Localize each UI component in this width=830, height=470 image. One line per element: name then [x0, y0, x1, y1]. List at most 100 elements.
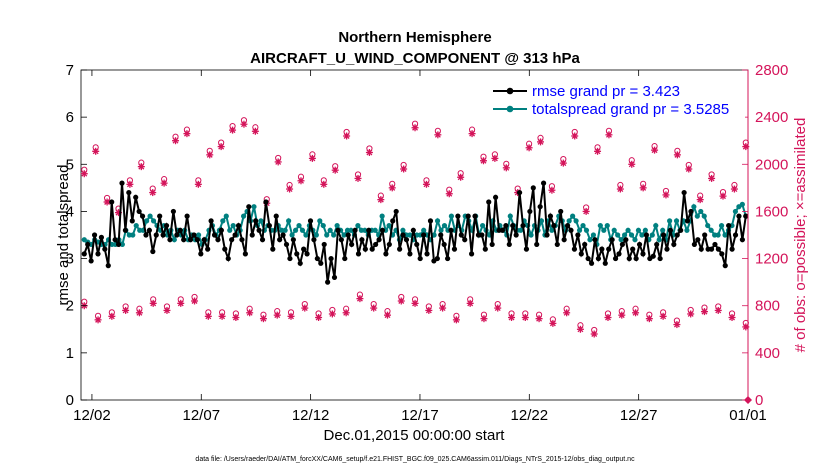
rmse-point — [301, 246, 307, 252]
rmse-point — [599, 246, 605, 252]
rmse-point — [259, 237, 266, 243]
rmse-point — [163, 222, 170, 229]
totalspread-point — [649, 232, 655, 238]
obs-low-assimilated — [232, 314, 240, 321]
y-tick-label: 0 — [66, 392, 74, 409]
rmse-point — [540, 180, 547, 186]
rmse-point — [469, 251, 475, 257]
obs-low-assimilated — [218, 312, 226, 320]
rmse-point — [455, 213, 461, 219]
rmse-point — [630, 246, 636, 252]
obs-low-assimilated — [700, 308, 708, 316]
rmse-point — [609, 237, 615, 243]
obs-low-assimilated — [122, 306, 130, 314]
y-axis-label-left: rmse and totalspread — [55, 165, 72, 306]
rmse-point — [369, 246, 375, 252]
y-tick-label: 4 — [66, 203, 74, 220]
rmse-point — [424, 251, 430, 257]
obs-low-assimilated — [191, 297, 199, 305]
obs-high-assimilated — [616, 185, 624, 193]
rmse-point — [397, 246, 403, 252]
obs-high-assimilated — [594, 147, 602, 155]
rmse-point — [88, 258, 94, 264]
obs-high-assimilated — [605, 131, 613, 139]
obs-high-assimilated — [582, 207, 590, 215]
rmse-point — [366, 227, 372, 233]
rmse-series — [81, 180, 749, 285]
totalspread-point — [684, 227, 690, 233]
rmse-point — [126, 189, 132, 196]
rmse-point — [671, 241, 677, 248]
obs-high-assimilated — [172, 137, 180, 145]
obs-low-assimilated — [315, 314, 323, 321]
obs-high-assimilated — [434, 131, 442, 139]
obs-high-assimilated — [628, 160, 636, 168]
totalspread-point — [296, 222, 302, 229]
obs-high-assimilated — [80, 170, 88, 178]
rmse-point — [726, 222, 732, 229]
totalspread-point — [621, 232, 628, 238]
rmse-point — [352, 227, 358, 233]
rmse-point — [335, 227, 341, 233]
rmse-point — [143, 232, 149, 238]
obs-low-assimilated — [177, 299, 185, 307]
rmse-point — [616, 251, 622, 257]
totalspread-point — [341, 232, 347, 238]
rmse-point — [297, 260, 303, 266]
rmse-point — [287, 255, 293, 262]
rmse-point — [465, 213, 471, 219]
rmse-point — [150, 248, 156, 255]
x-tick-label: 12/02 — [73, 407, 111, 424]
rmse-point — [602, 260, 608, 266]
obs-high-assimilated — [377, 196, 385, 204]
totalspread-point — [362, 227, 368, 233]
obs-low-assimilated — [287, 312, 295, 320]
obs-low-assimilated — [149, 299, 157, 307]
obs-low-assimilated — [439, 304, 447, 312]
rmse-point — [513, 232, 519, 238]
rmse-point — [85, 241, 91, 248]
totalspread-point — [549, 227, 555, 233]
rmse-point — [472, 213, 478, 219]
obs-low-assimilated — [108, 312, 116, 320]
rmse-point — [373, 241, 379, 248]
obs-low-assimilated — [135, 309, 143, 317]
rmse-point — [558, 208, 564, 215]
rmse-point — [139, 213, 146, 219]
rmse-point — [205, 246, 211, 252]
rmse-point — [160, 232, 166, 238]
rmse-point — [410, 227, 416, 233]
totalspread-point — [119, 241, 125, 248]
obs-high-assimilated — [194, 180, 202, 188]
obs-low-assimilated — [342, 309, 350, 317]
obs-low-assimilated — [659, 312, 667, 320]
y-tick-label: 1 — [66, 345, 74, 362]
y-tick-label: 7 — [66, 62, 74, 79]
rmse-point — [91, 232, 98, 238]
rmse-point — [438, 232, 444, 238]
rmse-point — [510, 222, 516, 229]
chart-title: Northern Hemisphere — [338, 29, 491, 46]
obs-low-assimilated — [204, 312, 212, 320]
rmse-point — [242, 251, 248, 257]
rmse-point — [626, 255, 632, 262]
totalspread-point — [258, 218, 264, 224]
obs-low-assimilated — [246, 309, 254, 317]
rmse-point — [318, 260, 324, 266]
rmse-point — [307, 218, 314, 224]
obs-low-assimilated — [452, 316, 460, 324]
totalspread-point — [421, 227, 427, 233]
y-tick-label: 5 — [66, 156, 74, 173]
y-tick-label-right: 2400 — [755, 109, 788, 126]
obs-low-assimilated — [604, 314, 612, 321]
rmse-point — [187, 237, 194, 243]
rmse-point — [277, 237, 283, 243]
rmse-point — [503, 222, 509, 229]
rmse-point — [715, 246, 721, 252]
totalspread-point — [656, 237, 662, 243]
rmse-point — [215, 237, 221, 243]
rmse-point — [283, 241, 290, 248]
totalspread-point — [708, 227, 714, 233]
rmse-point — [688, 208, 694, 215]
rmse-point — [157, 213, 163, 219]
